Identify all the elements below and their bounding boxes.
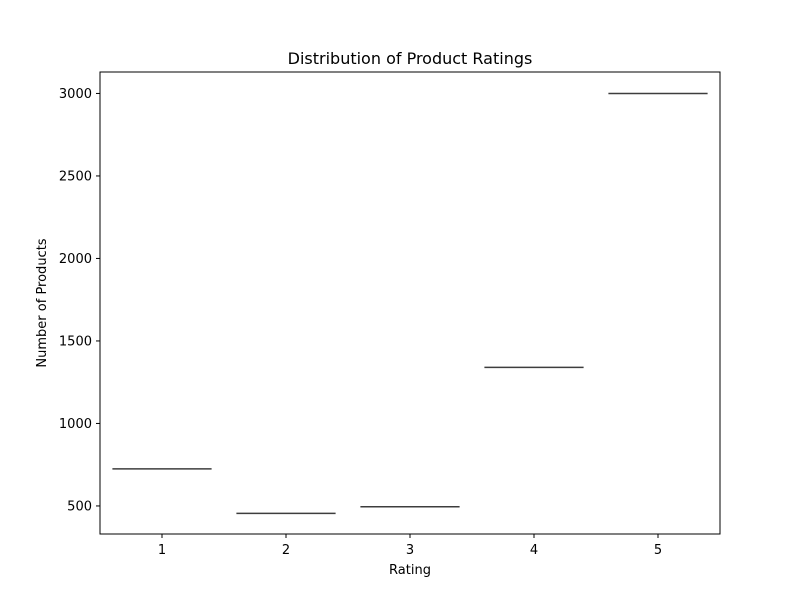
x-axis-label: Rating [389,563,431,578]
axes-frame [99,71,721,535]
x-tick-label-3: 3 [406,543,414,558]
chart-title: Distribution of Product Ratings [288,49,533,68]
x-tick-label-5: 5 [654,543,662,558]
x-tick-label-4: 4 [530,543,538,558]
x-axis-ticks: 1 2 3 4 5 [158,534,662,558]
y-tick-label-1500: 1500 [59,334,92,349]
y-axis-ticks: 500 1000 1500 2000 2500 3000 [59,87,100,514]
y-tick-label-3000: 3000 [59,87,92,102]
x-tick-label-2: 2 [282,543,290,558]
y-tick-label-500: 500 [67,499,92,514]
y-tick-label-2000: 2000 [59,252,92,267]
x-tick-label-1: 1 [158,543,166,558]
y-tick-label-2500: 2500 [59,169,92,184]
y-tick-label-1000: 1000 [59,417,92,432]
plot-area [112,92,708,515]
y-axis-label: Number of Products [35,238,50,367]
